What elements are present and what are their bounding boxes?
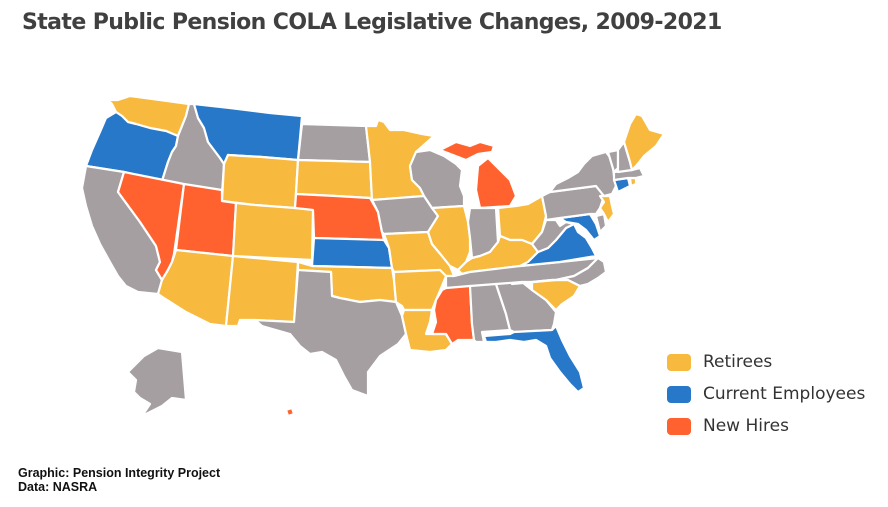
state-nj[interactable]	[598, 194, 616, 224]
state-mi[interactable]	[438, 140, 518, 210]
legend-item-new-hires[interactable]: New Hires	[667, 410, 865, 442]
state-ri[interactable]	[628, 176, 638, 188]
state-ks[interactable]	[310, 236, 394, 270]
chart-title: State Public Pension COLA Legislative Ch…	[22, 10, 722, 35]
state-fl[interactable]	[482, 324, 586, 394]
credits: Graphic: Pension Integrity Project Data:…	[18, 466, 220, 494]
graphic-credit: Graphic: Pension Integrity Project	[18, 466, 221, 480]
data-source: Data: NASRA	[18, 480, 98, 494]
state-wy[interactable]	[220, 153, 300, 210]
state-nd[interactable]	[296, 122, 372, 164]
state-de[interactable]	[594, 212, 608, 234]
state-nv[interactable]	[116, 170, 186, 282]
state-nc[interactable]	[510, 256, 608, 288]
legend: Retirees Current Employees New Hires	[667, 346, 865, 442]
state-me[interactable]	[622, 112, 666, 172]
state-la[interactable]	[400, 308, 454, 354]
legend-label: Current Employees	[703, 384, 866, 404]
state-wi[interactable]	[408, 148, 466, 210]
state-md[interactable]	[558, 212, 602, 242]
legend-label: Retirees	[703, 352, 773, 372]
legend-label: New Hires	[703, 416, 789, 436]
legend-item-retirees[interactable]: Retirees	[667, 346, 865, 378]
state-co[interactable]	[231, 201, 315, 262]
legend-swatch-new-hires	[667, 417, 691, 435]
legend-item-current-employees[interactable]: Current Employees	[667, 378, 865, 410]
state-ga[interactable]	[494, 280, 558, 334]
state-nm[interactable]	[224, 254, 300, 328]
state-ne[interactable]	[293, 192, 386, 242]
legend-swatch-current-employees	[667, 385, 691, 403]
legend-swatch-retirees	[667, 353, 691, 371]
state-hi[interactable]	[284, 406, 296, 418]
state-tx[interactable]	[253, 268, 408, 398]
state-ak[interactable]	[126, 346, 188, 418]
